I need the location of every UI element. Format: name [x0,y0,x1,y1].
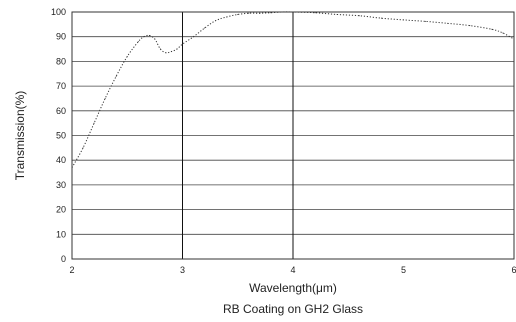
y-tick-labels: 0 10 20 30 40 50 60 70 80 90 100 [51,7,66,264]
data-point [248,12,250,14]
y-tick-label: 30 [56,180,66,190]
data-point [513,38,515,40]
data-point [281,11,283,13]
chart-title: RB Coating on GH2 Glass [223,302,363,316]
y-tick-label: 70 [56,81,66,91]
data-point [358,15,360,17]
data-point [425,20,427,22]
data-point [403,19,404,21]
y-axis-label: Transmission(%) [13,91,27,181]
y-tick-label: 20 [56,205,66,215]
data-point [314,12,316,14]
data-point [148,34,150,36]
data-point [182,43,183,45]
data-point [292,11,294,13]
y-tick-label: 100 [51,7,66,17]
y-tick-label: 40 [56,155,66,165]
data-point [259,12,261,14]
x-tick-label: 2 [69,265,74,275]
data-point [469,25,471,27]
x-tick-label: 3 [180,265,185,275]
data-point [336,13,338,15]
data-point [215,20,217,22]
transmission-series-line [71,11,515,168]
grid-lines [72,12,514,259]
data-point [193,36,195,38]
y-tick-label: 50 [56,131,66,141]
data-point [270,12,272,14]
data-point [126,55,128,57]
data-point [137,41,139,43]
y-tick-label: 80 [56,56,66,66]
data-point [165,52,167,54]
data-point [447,22,449,24]
data-point [104,97,106,99]
x-tick-label: 4 [290,265,295,275]
x-tick-labels: 2 3 4 5 6 [69,265,516,275]
data-point [159,48,161,50]
data-point [226,16,228,18]
data-point [82,147,84,149]
x-axis-label: Wavelength(μm) [249,281,337,295]
y-tick-label: 90 [56,32,66,42]
data-points [71,11,515,169]
data-point [176,48,178,50]
data-point [204,27,206,29]
data-point [502,32,504,34]
data-point [491,28,493,30]
data-point [170,51,172,53]
x-tick-label: 5 [401,265,406,275]
data-point [115,75,117,77]
data-point [154,38,156,40]
y-tick-label: 10 [56,229,66,239]
data-point [71,167,73,169]
x-tick-label: 6 [511,265,516,275]
data-point [93,122,95,124]
data-point [143,36,145,38]
y-tick-label: 0 [61,254,66,264]
data-point [237,13,239,15]
data-point [380,17,382,19]
y-tick-label: 60 [56,106,66,116]
